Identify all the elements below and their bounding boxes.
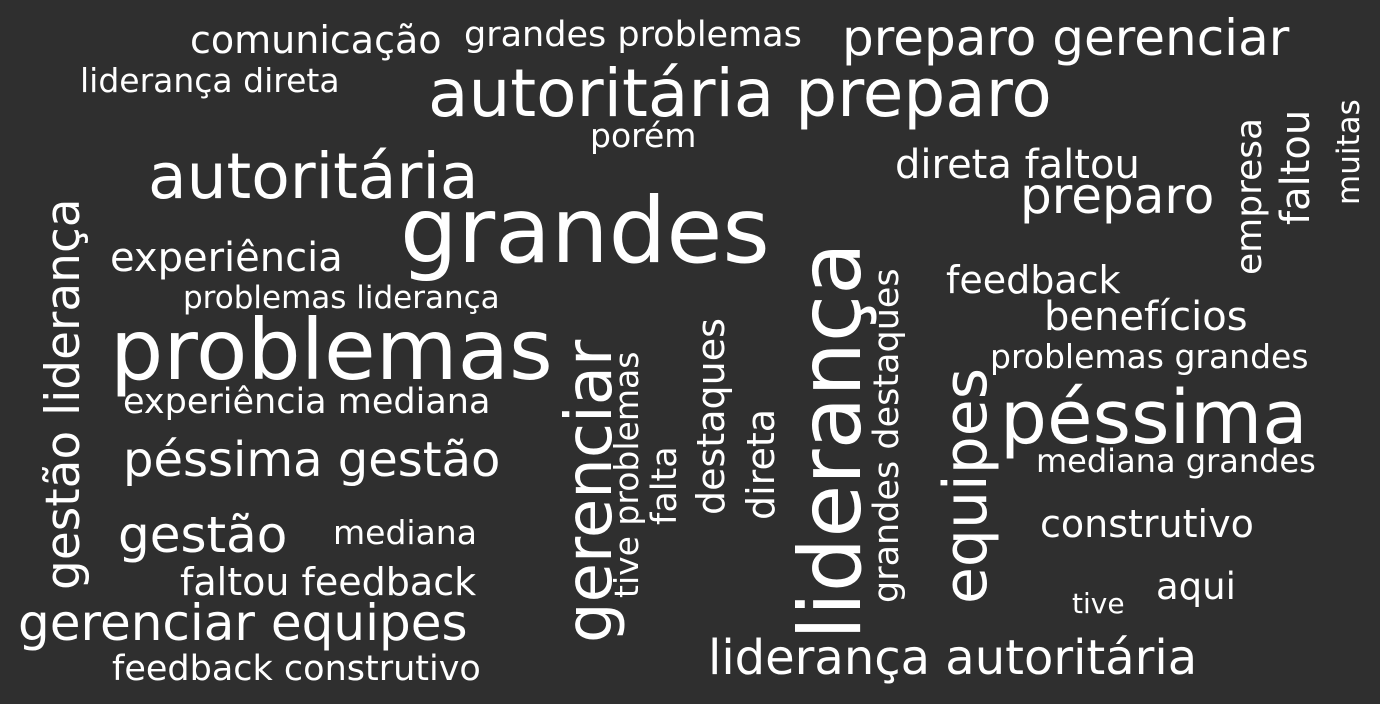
word-faltou-feedback: faltou feedback (180, 560, 477, 604)
word-falta: falta (645, 446, 685, 525)
word-direta-faltou: direta faltou (895, 142, 1140, 188)
word-pessima: péssima (1000, 375, 1308, 461)
word-experiencia: experiência (110, 235, 343, 281)
word-destaques: destaques (689, 318, 733, 515)
word-comunicacao: comunicação (190, 18, 442, 62)
word-lideranca-direta: liderança direta (80, 61, 340, 100)
word-mediana-grandes: mediana grandes (1036, 442, 1316, 480)
word-mediana: mediana (333, 513, 477, 552)
word-pessima-gestao: péssima gestão (123, 432, 501, 488)
word-equipes: equipes (931, 368, 1001, 604)
word-faltou: faltou (1273, 109, 1319, 225)
word-direta: direta (739, 408, 783, 520)
word-preparo-gerenciar: preparo gerenciar (842, 9, 1290, 67)
word-problemas-lideranca: problemas liderança (183, 280, 500, 316)
word-problemas-grandes: problemas grandes (990, 337, 1309, 376)
word-aqui: aqui (1156, 565, 1236, 608)
word-preparo: preparo (1020, 167, 1215, 225)
word-grandes: grandes (400, 179, 770, 284)
word-beneficios: benefícios (1044, 294, 1248, 340)
word-porem: porém (590, 116, 697, 155)
word-empresa: empresa (1229, 117, 1270, 275)
word-gestao: gestão (118, 506, 288, 564)
word-gerenciar-equipes: gerenciar equipes (18, 594, 468, 652)
word-lideranca: liderança (781, 242, 881, 640)
word-experiencia-mediana: experiência mediana (123, 382, 491, 422)
word-feedback: feedback (946, 258, 1121, 302)
word-autoritaria-preparo: autoritária preparo (428, 55, 1052, 132)
word-muitas: muitas (1331, 99, 1367, 205)
word-autoritaria: autoritária (148, 140, 479, 213)
word-construtivo: construtivo (1040, 502, 1254, 546)
word-feedback-construtivo: feedback construtivo (112, 649, 481, 689)
word-grandes-problemas: grandes problemas (464, 15, 802, 55)
word-grandes-destaques: grandes destaques (867, 268, 907, 603)
word-problemas: problemas (110, 301, 553, 399)
word-gestao-lideranca: gestão liderança (36, 198, 91, 590)
word-tive: tive (1072, 587, 1125, 620)
word-lideranca-autoritaria: liderança autoritária (708, 630, 1198, 686)
word-tive-problemas: tive problemas (607, 351, 646, 598)
